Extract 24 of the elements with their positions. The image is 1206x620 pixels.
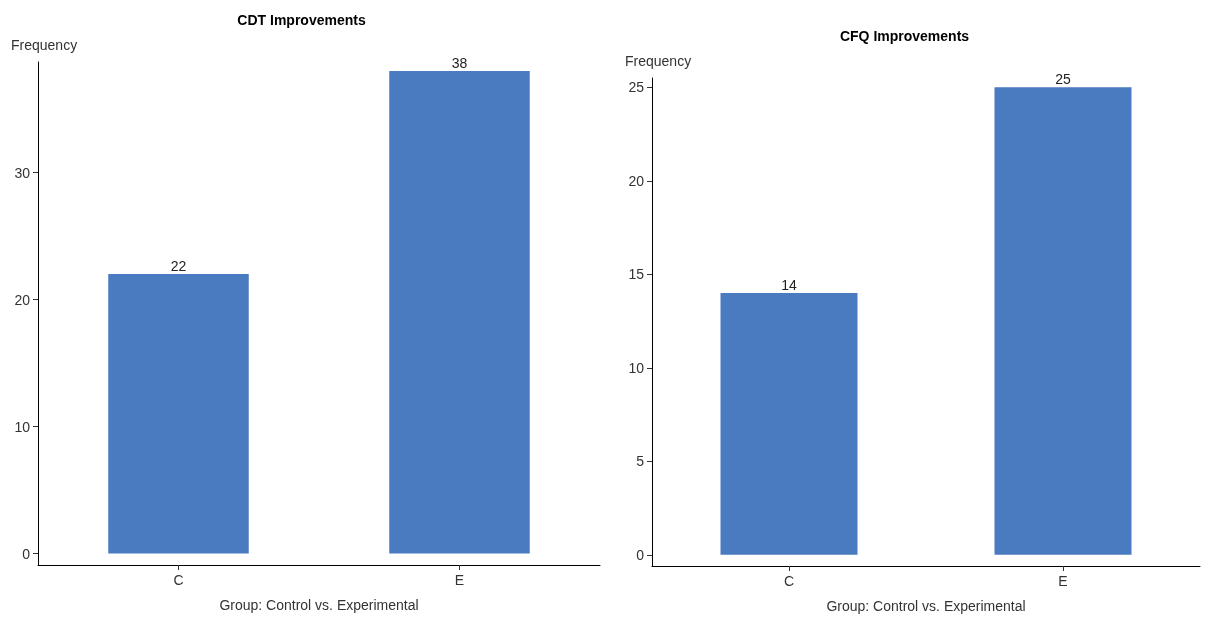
y-axis-title: Frequency [11,37,78,53]
x-tick-label: C [783,573,795,589]
y-tick-label: 30 [14,164,31,181]
y-tick-label: 10 [14,418,31,435]
chart-title: CFQ Improvements [839,28,970,44]
y-tick-label: 0 [22,545,31,562]
y-axis-title: Frequency [625,53,692,69]
x-tick-label: E [454,572,465,588]
y-tick-label: 25 [628,79,645,96]
data-label: 22 [170,258,187,275]
x-axis-title: Group: Control vs. Experimental [826,598,1026,614]
y-tick-label: 5 [636,453,645,470]
data-label: 25 [1055,71,1071,88]
x-tick-label: C [173,572,184,588]
chart-title: CDT Improvements [237,12,366,28]
y-tick-label: 20 [14,291,31,308]
x-axis-title: Group: Control vs. Experimental [219,597,419,613]
y-tick-label: 15 [628,266,645,283]
y-tick-label: 20 [628,172,645,189]
data-label: 38 [451,54,468,71]
x-tick-label: E [1058,573,1068,589]
y-tick-label: 10 [628,359,645,376]
data-label: 14 [781,277,797,294]
y-tick-label: 0 [636,546,645,563]
